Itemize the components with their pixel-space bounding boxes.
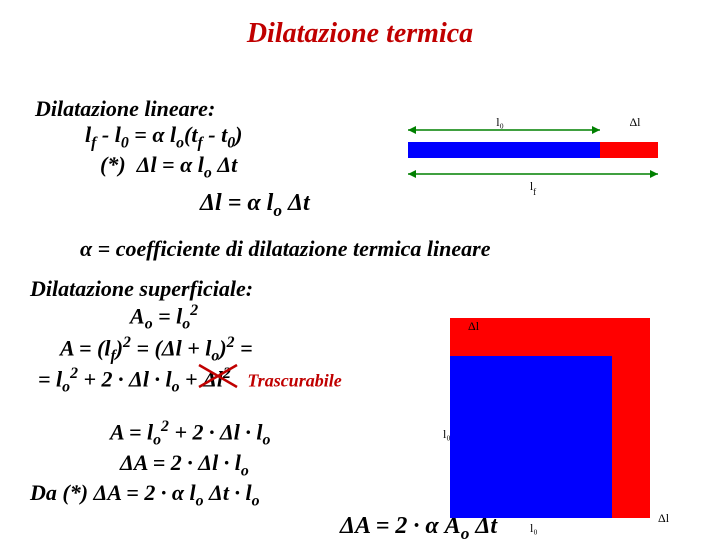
sq-label-dl-right: Δl (658, 511, 670, 525)
surface-eq1: Ao = lo2 (130, 302, 342, 334)
sq-label-l0-bot: l₀ (530, 521, 538, 535)
sq-label-dl-top: Δl (468, 319, 480, 333)
page-title: Dilatazione termica (0, 18, 720, 50)
bar-label-l0: l₀ (496, 115, 504, 129)
surface-heading: Dilatazione superficiale: (30, 276, 342, 302)
bar-label-dl: Δl (629, 115, 641, 129)
linear-heading: Dilatazione lineare: (35, 96, 242, 122)
surface-eq4: A = lo2 + 2 · Δl · lo (110, 418, 270, 450)
linear-main-eq: Δl = α lo Δt (200, 190, 310, 221)
trascurabile-label: Trascurabile (247, 371, 341, 391)
square-diagram: Δl l₀ l₀ Δl (440, 308, 690, 538)
surface-eq6: Da (*) ΔA = 2 · α lo Δt · lo (30, 480, 270, 510)
sq-label-l0-left: l₀ (443, 427, 451, 441)
linear-eq2: (*) Δl = α lo Δt (100, 152, 242, 182)
coeff-text: α = coefficiente di dilatazione termica … (80, 236, 490, 262)
bar-label-lf: lf (530, 179, 536, 197)
linear-eq1: lf - l0 = α lo(tf - t0) (85, 122, 242, 152)
bar-diagram: l₀ Δl lf (400, 108, 680, 218)
surface-eq5: ΔA = 2 · Δl · lo (120, 450, 270, 480)
surface-eq3: = lo2 + 2 · Δl · lo + Δl2 Trascurabile (38, 365, 342, 397)
